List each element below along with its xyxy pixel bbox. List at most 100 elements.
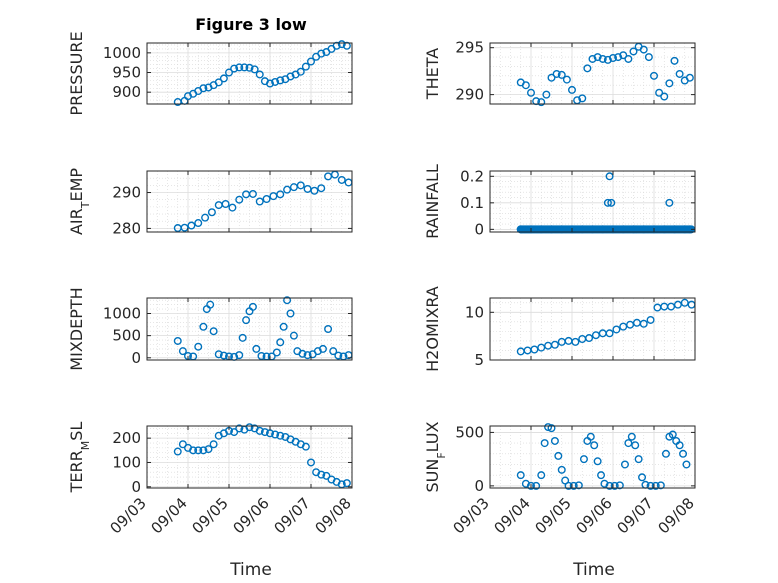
data-point: [537, 98, 546, 107]
y-tick-label: 5: [474, 351, 484, 369]
y-tick-label: 0.2: [460, 167, 484, 185]
data-point: [310, 186, 319, 195]
y-tick-label: 290: [455, 86, 484, 104]
data-point: [544, 423, 553, 432]
data-point: [586, 432, 595, 441]
y-tick-label: 100: [112, 453, 141, 471]
data-point: [199, 84, 208, 93]
data-point: [230, 428, 239, 437]
data-point: [593, 53, 602, 62]
data-point: [296, 67, 305, 76]
data-point: [262, 194, 271, 203]
data-point: [245, 423, 254, 432]
data-point: [646, 315, 655, 324]
data-point: [656, 481, 665, 490]
data-point: [286, 72, 295, 81]
axes-box: [146, 42, 353, 105]
data-point: [219, 351, 228, 360]
data-point: [214, 78, 223, 87]
y-tick-label: 1000: [103, 44, 141, 62]
data-point: [279, 322, 288, 331]
data-point: [615, 481, 624, 490]
data-point: [283, 185, 292, 194]
data-point: [235, 424, 244, 433]
data-point: [307, 57, 316, 66]
data-point: [639, 45, 648, 54]
data-point: [276, 76, 285, 85]
data-point: [605, 329, 614, 338]
x-tick-label: 09/03: [107, 494, 150, 537]
data-point: [527, 88, 536, 97]
data-point: [614, 53, 623, 62]
data-point: [638, 473, 647, 482]
data-point: [178, 440, 187, 449]
data-point: [250, 65, 259, 74]
panel-h2omixra: 5 10 H2OMIXRA: [423, 286, 696, 372]
data-point: [199, 322, 208, 331]
x-tick-label: 09/06: [573, 494, 616, 537]
data-point: [245, 63, 254, 72]
data-point: [610, 481, 619, 490]
data-point: [334, 351, 343, 360]
y-axis-label: THETA: [423, 48, 442, 100]
y-tick-label: 1000: [103, 305, 141, 323]
data-point: [271, 430, 280, 439]
data-point: [189, 446, 198, 455]
data-point: [644, 53, 653, 62]
data-point: [550, 340, 559, 349]
y-tick-label: 900: [112, 83, 141, 101]
data-point: [173, 447, 182, 456]
data-point: [252, 344, 261, 353]
data-point: [255, 197, 264, 206]
data-point: [276, 190, 285, 199]
data-point: [634, 455, 643, 464]
data-point: [682, 460, 691, 469]
y-tick-label: 0: [474, 220, 484, 238]
data-point: [337, 175, 346, 184]
data-point: [317, 184, 326, 193]
data-point: [307, 458, 316, 467]
y-axis-label: TERRMSL: [67, 422, 92, 494]
data-point: [685, 73, 694, 82]
data-point: [201, 213, 210, 222]
data-point: [598, 54, 607, 63]
data-point: [571, 337, 580, 346]
data-point: [324, 325, 333, 334]
data-point: [569, 481, 578, 490]
data-point: [619, 51, 628, 60]
data-point: [583, 64, 592, 73]
data-point: [627, 432, 636, 441]
y-tick-label: 500: [112, 327, 141, 345]
figure-title: Figure 3 low: [195, 15, 307, 34]
y-tick-label: 0.1: [460, 194, 484, 212]
data-point: [527, 481, 536, 490]
panel-theta: 290 295 THETA: [423, 39, 696, 107]
data-point: [620, 460, 629, 469]
data-point: [199, 446, 208, 455]
x-tick-label: 09/08: [312, 494, 355, 537]
data-point: [655, 88, 664, 97]
data-point: [224, 68, 233, 77]
y-axis-label: RAINFALL: [423, 164, 442, 239]
axes-box: [146, 297, 353, 361]
data-point: [204, 445, 213, 454]
data-point: [593, 457, 602, 466]
x-tick-label: 09/05: [532, 494, 575, 537]
data-point: [266, 79, 275, 88]
data-point: [603, 198, 612, 207]
y-tick-label: 0: [131, 349, 141, 367]
data-point: [317, 49, 326, 58]
axes-box: [489, 425, 696, 489]
data-point: [660, 92, 669, 101]
data-point: [298, 349, 307, 358]
y-axis-label: AIRTEMP: [67, 168, 92, 235]
x-tick-label: 09/04: [148, 494, 191, 537]
data-point: [242, 316, 251, 325]
data-point: [574, 481, 583, 490]
data-point: [673, 300, 682, 309]
x-tick-label: 09/03: [450, 494, 493, 537]
data-point: [670, 56, 679, 65]
axes-box: [146, 170, 353, 233]
data-point: [680, 298, 689, 307]
